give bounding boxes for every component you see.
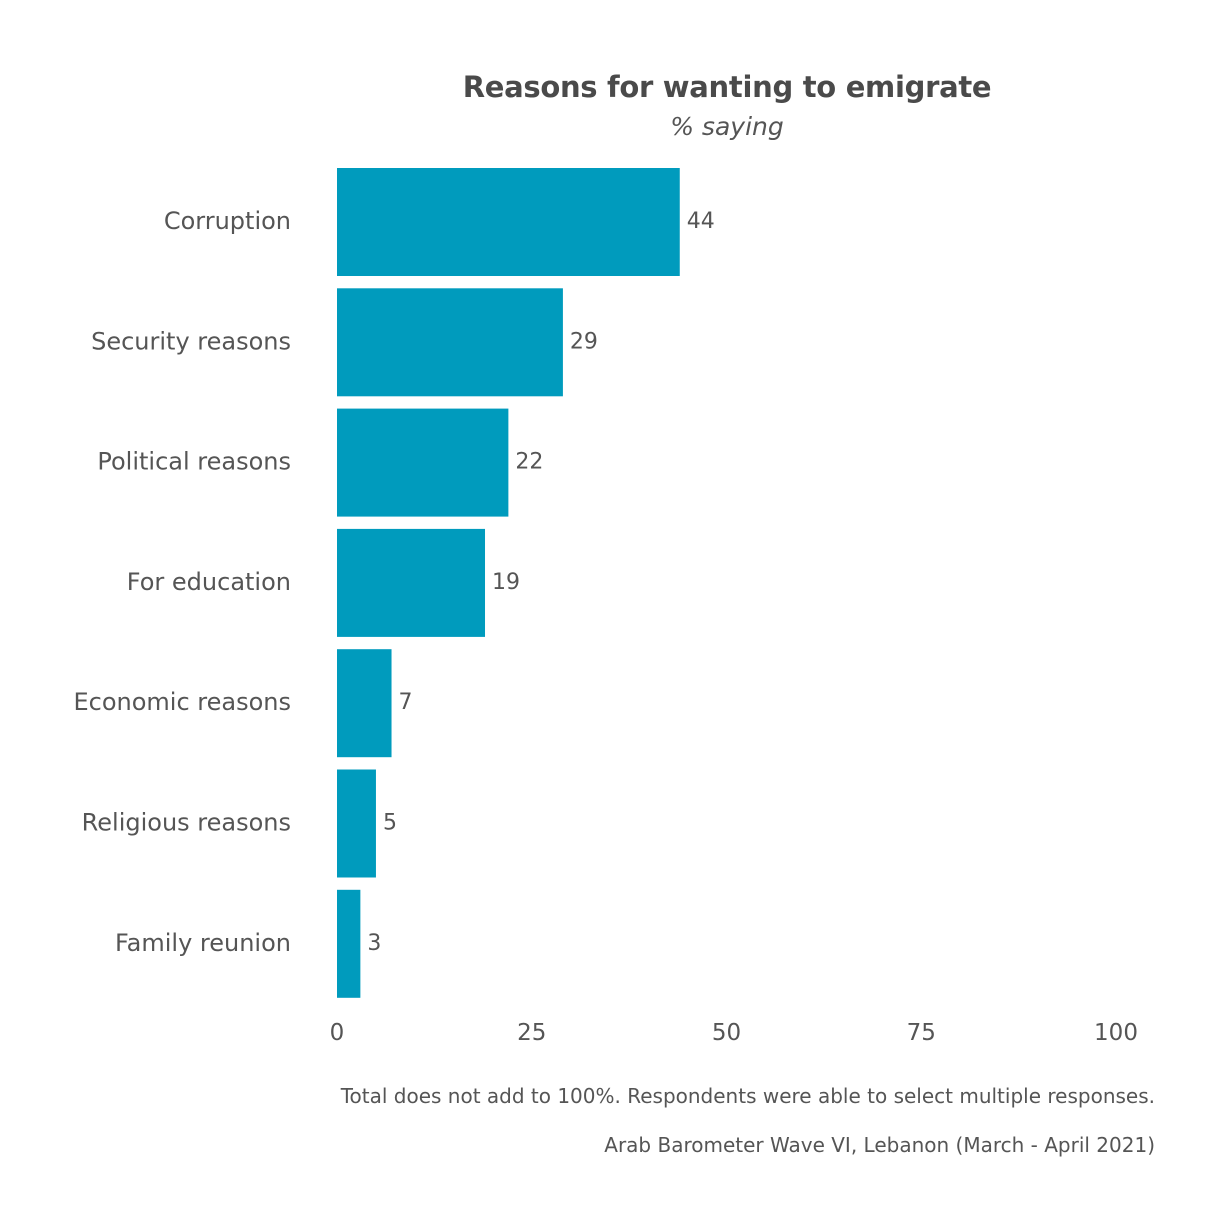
category-label: Political reasons [97, 448, 291, 476]
bar-religious-reasons [337, 769, 376, 878]
value-label: 44 [687, 209, 715, 234]
chart-source: Arab Barometer Wave VI, Lebanon (March -… [604, 1133, 1155, 1157]
value-label: 19 [492, 570, 520, 595]
category-label: For education [127, 568, 291, 596]
x-tick-label: 25 [517, 1020, 546, 1046]
category-label: Security reasons [91, 327, 291, 355]
value-label: 7 [399, 690, 413, 715]
category-label: Religious reasons [82, 809, 291, 837]
category-label: Family reunion [115, 929, 291, 957]
x-tick-label: 100 [1094, 1020, 1138, 1046]
value-label: 22 [515, 450, 543, 475]
value-label: 29 [570, 329, 598, 354]
bar-family-reunion [337, 889, 361, 998]
x-tick-label: 0 [330, 1020, 345, 1046]
x-tick-label: 50 [712, 1020, 741, 1046]
bar-political-reasons [337, 408, 509, 517]
value-label: 5 [383, 811, 397, 836]
category-label: Corruption [164, 207, 291, 235]
chart-note: Total does not add to 100%. Respondents … [340, 1084, 1155, 1108]
chart-subtitle: % saying [670, 112, 784, 141]
bar-security-reasons [337, 288, 563, 397]
chart-title: Reasons for wanting to emigrate [462, 70, 992, 104]
value-label: 3 [367, 931, 381, 956]
bar-economic-reasons [337, 649, 392, 758]
bar-for-education [337, 528, 486, 637]
category-label: Economic reasons [73, 688, 291, 716]
x-tick-label: 75 [907, 1020, 936, 1046]
bar-corruption [337, 168, 680, 276]
